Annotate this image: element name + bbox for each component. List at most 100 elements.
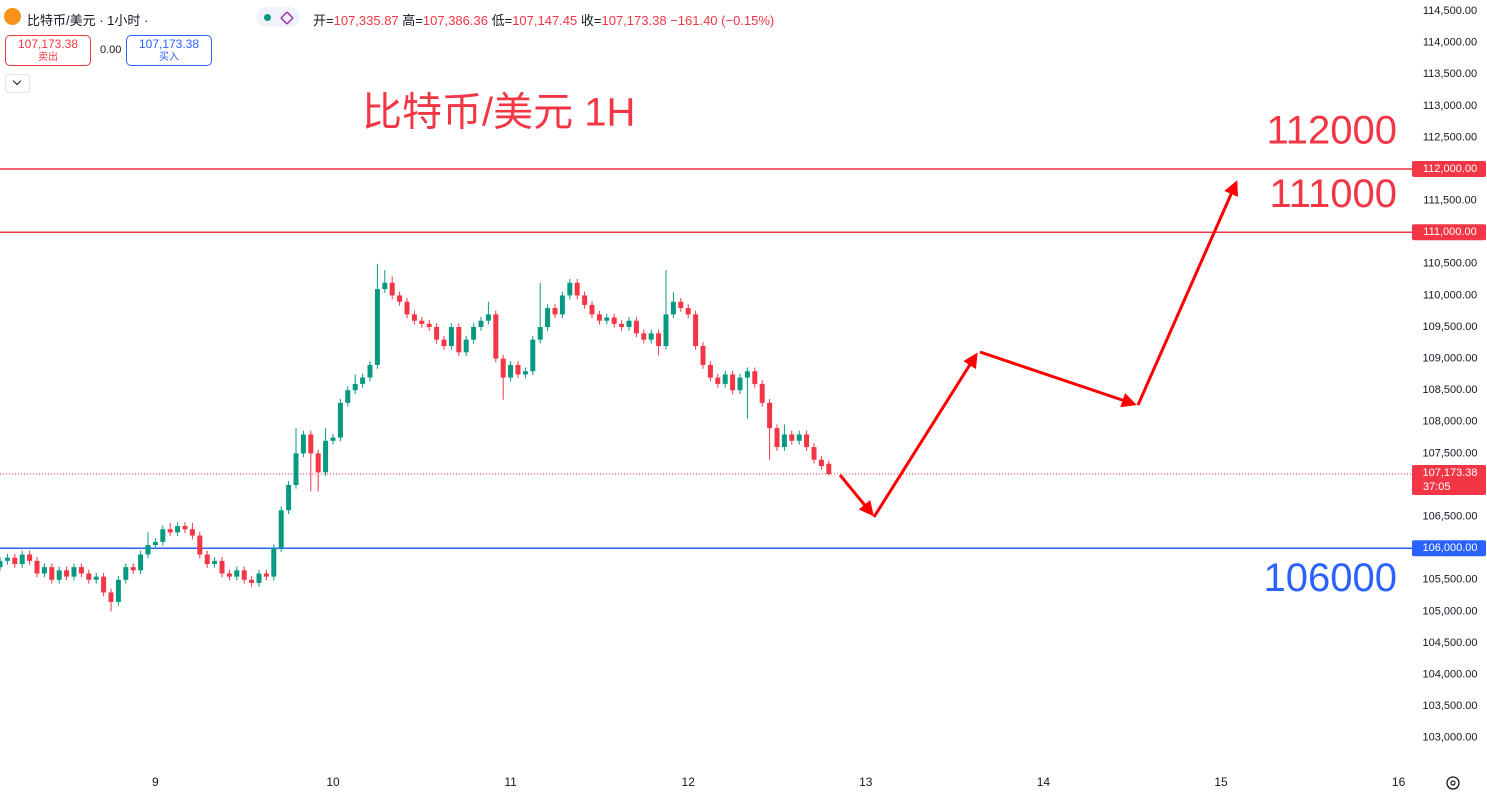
candle-body — [323, 440, 329, 473]
price-tag-label: 106,000.00 — [1422, 542, 1477, 554]
ohlc: 开=107,335.87 高=107,386.36 低=107,147.45 收… — [313, 10, 774, 29]
collapse-button[interactable] — [5, 74, 30, 93]
candle-body — [101, 576, 107, 593]
sell-label: 卖出 — [38, 52, 58, 63]
candle-body — [804, 434, 810, 448]
settings-icon-core — [1450, 780, 1456, 786]
status-pill[interactable] — [256, 7, 300, 27]
price-tag — [1412, 540, 1486, 557]
y-tick-label: 103,500.00 — [1422, 700, 1477, 712]
ohlc-value: 107,147.45 — [512, 13, 578, 28]
indicator-icon — [280, 11, 294, 25]
candle-body — [152, 541, 158, 546]
candle-body — [397, 295, 403, 302]
candle-body — [249, 579, 255, 583]
candle-body — [648, 333, 654, 340]
candle-body — [145, 545, 151, 555]
candle-body — [619, 323, 625, 328]
candle-body — [596, 314, 602, 321]
candle-body — [352, 383, 358, 391]
candle-body — [441, 339, 447, 346]
candle-body — [826, 463, 832, 475]
symbol[interactable]: 比特币/美元 · 1小时 · — [27, 13, 149, 28]
sell-price: 107,173.38 — [17, 37, 79, 51]
candle-body — [663, 314, 669, 346]
candle-body — [545, 308, 551, 328]
candle-body — [300, 434, 306, 454]
candle-body — [226, 573, 232, 577]
candle-body — [12, 557, 18, 564]
arrow — [1136, 180, 1239, 406]
candle-body — [278, 510, 284, 549]
candle-body — [204, 554, 210, 564]
candle-body — [781, 434, 787, 448]
candle-body — [330, 437, 336, 441]
candle-body — [478, 320, 484, 328]
change: −161.40 (−0.15%) — [670, 13, 775, 28]
candle-body — [626, 320, 632, 328]
chart-title: 比特币/美元 1H — [362, 91, 635, 135]
settings-icon[interactable] — [1446, 776, 1460, 790]
candle-body — [167, 529, 173, 533]
plot-area — [0, 0, 1412, 770]
y-tick-label: 113,500.00 — [1423, 68, 1477, 80]
plot-background — [0, 0, 1406, 770]
arrow — [872, 352, 978, 518]
candle-body — [656, 333, 662, 346]
candle-body — [115, 579, 121, 602]
candle-body — [138, 554, 144, 571]
candle-body — [108, 592, 114, 602]
price-tag-label: 107,173.38 — [1422, 467, 1477, 479]
candle-body — [78, 567, 84, 574]
y-tick-label: 108,000.00 — [1422, 416, 1477, 428]
price-tag — [1412, 465, 1486, 496]
candle-body — [700, 345, 706, 365]
candle-body — [811, 447, 817, 460]
candle-body — [693, 314, 699, 346]
level-annotation: 106000 — [1264, 556, 1397, 600]
candle-body — [123, 567, 129, 580]
candle-body — [552, 308, 558, 315]
candle-body — [234, 570, 240, 577]
candle-body — [27, 554, 33, 561]
price-tag — [1412, 161, 1486, 178]
candle-body — [367, 364, 373, 378]
countdown: 37:05 — [1423, 481, 1451, 493]
candle-body — [41, 567, 47, 574]
candle-body — [500, 358, 506, 378]
candle-body — [744, 371, 750, 378]
candle-body — [515, 364, 521, 375]
candle-body — [71, 567, 77, 577]
candle-body — [197, 535, 203, 555]
candle-body — [271, 548, 277, 577]
candle-body — [4, 557, 10, 561]
arrow — [979, 350, 1137, 408]
y-tick-label: 105,500.00 — [1422, 574, 1477, 586]
y-tick-label: 111,500.00 — [1423, 195, 1476, 207]
chevron — [12, 76, 22, 86]
y-tick-label: 104,500.00 — [1422, 637, 1477, 649]
candle-body — [456, 327, 462, 353]
y-tick-label: 107,500.00 — [1422, 447, 1477, 459]
candle-body — [767, 402, 773, 429]
candle-body — [256, 573, 262, 583]
candle-body — [448, 327, 454, 346]
y-tick-label: 114,500.00 — [1423, 5, 1477, 17]
candle-body — [315, 453, 321, 473]
ohlc-label: 高= — [402, 13, 423, 28]
sell-button[interactable]: 107,173.38 卖出 — [5, 35, 91, 66]
y-tick-label: 103,000.00 — [1422, 732, 1477, 744]
candle-body — [730, 374, 736, 391]
buy-button[interactable]: 107,173.38 买入 — [126, 35, 212, 66]
candle-body — [670, 301, 676, 315]
candle-body — [263, 573, 269, 577]
candle-body — [641, 333, 647, 340]
candle-body — [64, 570, 70, 577]
candle-body — [241, 570, 247, 580]
price-tag-label: 111,000.00 — [1423, 226, 1476, 238]
candle-body — [508, 364, 514, 378]
candle-body — [212, 560, 218, 564]
candle-body — [789, 434, 795, 441]
